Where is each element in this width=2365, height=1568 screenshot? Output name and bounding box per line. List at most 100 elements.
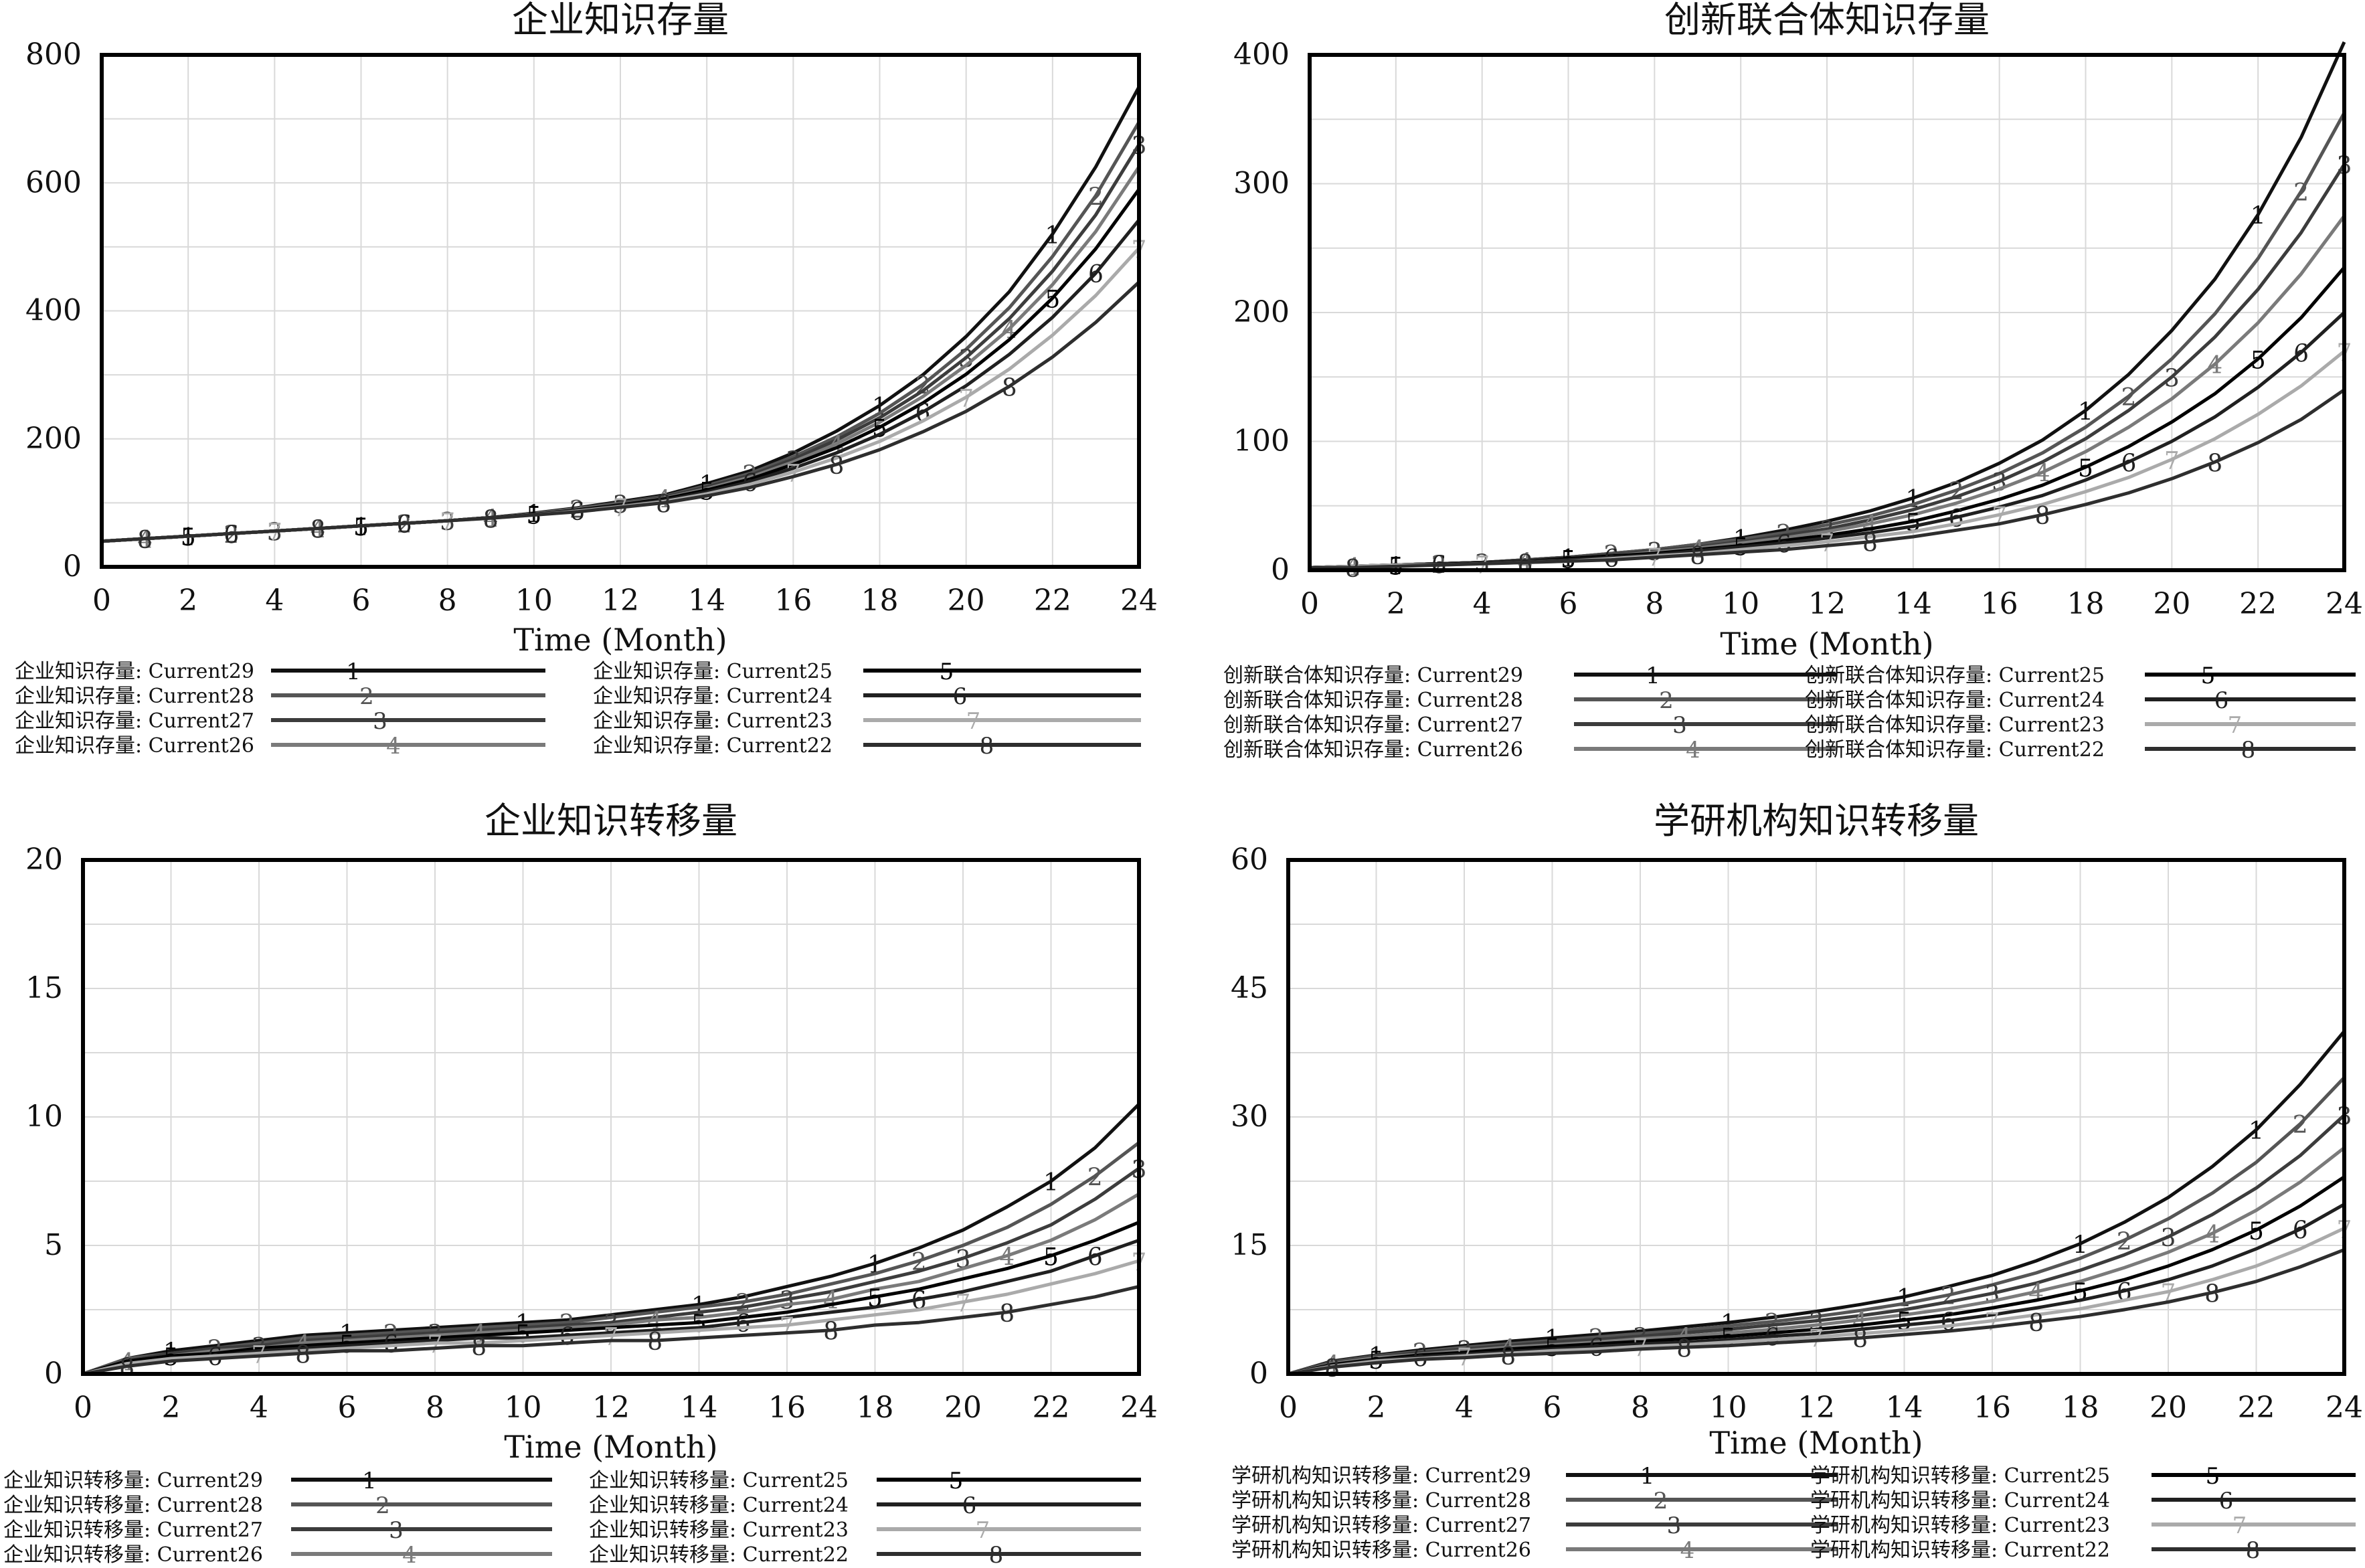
series-marker: 7 <box>428 1331 443 1359</box>
x-tick-label: 10 <box>515 584 553 618</box>
series-marker: 8 <box>823 1318 839 1346</box>
x-tick-label: 20 <box>944 1391 982 1425</box>
series-marker: 8 <box>2204 1280 2220 1308</box>
legend-item: 学研机构知识转移量: Current27 3 <box>1231 1512 1837 1539</box>
legend-item: 学研机构知识转移量: Current28 2 <box>1231 1488 1837 1514</box>
legend-marker: 2 <box>1659 687 1674 714</box>
series-line <box>101 280 1140 543</box>
legend-label: 创新联合体知识存量: Current24 <box>1805 689 2105 712</box>
legend-label: 企业知识转移量: Current27 <box>3 1518 263 1542</box>
series-marker: 8 <box>999 1300 1015 1328</box>
plot-frame <box>1308 53 2346 572</box>
legend-marker: 3 <box>1667 1512 1682 1539</box>
series-line <box>1288 1175 2346 1376</box>
x-tick-label: 6 <box>1543 1391 1562 1425</box>
series-marker: 8 <box>1518 550 1533 578</box>
x-tick-label: 20 <box>2153 587 2190 621</box>
series-marker: 7 <box>1985 1309 2000 1336</box>
legend-marker: 7 <box>2232 1512 2247 1539</box>
series-marker: 6 <box>735 1310 751 1338</box>
x-axis-label: Time (Month) <box>1709 1425 1923 1461</box>
legend-label: 企业知识转移量: Current23 <box>589 1518 849 1542</box>
series-marker: 6 <box>2293 1217 2308 1245</box>
y-tick-label: 0 <box>1271 553 1290 587</box>
series-line <box>82 1166 1140 1376</box>
series-line <box>82 1221 1140 1376</box>
series-line <box>82 1238 1140 1376</box>
series-line <box>1288 1076 2346 1376</box>
legend-item: 企业知识转移量: Current24 6 <box>589 1492 1141 1519</box>
legend-label: 企业知识存量: Current25 <box>593 660 833 683</box>
x-tick-label: 16 <box>768 1391 806 1425</box>
legend-label: 企业知识转移量: Current22 <box>589 1543 849 1567</box>
legend-marker: 1 <box>346 659 361 685</box>
y-tick-label: 20 <box>25 843 63 877</box>
x-tick-label: 22 <box>1033 1391 1070 1425</box>
series-marker: 7 <box>956 1290 971 1317</box>
series-marker: 7 <box>604 1323 619 1351</box>
x-axis-label: Time (Month) <box>513 622 727 658</box>
y-tick-label: 100 <box>1233 424 1290 458</box>
series-marker: 3 <box>780 1288 795 1315</box>
legend-label: 学研机构知识转移量: Current25 <box>1810 1464 2110 1488</box>
legend-marker: 2 <box>359 683 374 710</box>
legend-item: 企业知识存量: Current29 1 <box>15 659 545 685</box>
x-tick-label: 10 <box>1710 1391 1747 1425</box>
y-tick-label: 0 <box>44 1357 63 1391</box>
legend-label: 学研机构知识转移量: Current26 <box>1231 1539 1531 1562</box>
chart-title: 创新联合体知识存量 <box>1664 0 1990 41</box>
series-marker: 3 <box>440 509 455 536</box>
legend-item: 企业知识存量: Current26 4 <box>15 733 545 760</box>
y-tick-label: 30 <box>1231 1100 1268 1134</box>
series-marker: 1 <box>2249 1118 2264 1145</box>
legend-item: 企业知识存量: Current27 3 <box>15 708 545 735</box>
series-marker: 2 <box>1088 183 1104 211</box>
y-tick-label: 200 <box>1233 295 1290 329</box>
legend-marker: 5 <box>2201 663 2216 689</box>
series-marker: 6 <box>2293 341 2309 368</box>
x-tick-label: 14 <box>1886 1391 1923 1425</box>
x-tick-label: 16 <box>774 584 812 618</box>
series-marker: 3 <box>2164 365 2180 392</box>
x-tick-label: 12 <box>1798 1391 1835 1425</box>
series-marker: 7 <box>780 1313 795 1340</box>
x-tick-label: 16 <box>1981 587 2018 621</box>
series-marker: 1 <box>1045 222 1060 250</box>
x-tick-label: 22 <box>2239 587 2277 621</box>
series-marker: 7 <box>440 509 455 536</box>
x-tick-label: 4 <box>1455 1391 1474 1425</box>
x-tick-label: 4 <box>265 584 284 618</box>
legend-marker: 4 <box>1686 737 1700 764</box>
series-8: 8 8 8 8 8 8 <box>101 280 1140 554</box>
series-marker: 4 <box>310 517 325 544</box>
x-tick-label: 8 <box>1631 1391 1650 1425</box>
series-marker: 5 <box>2251 347 2266 374</box>
series-marker: 8 <box>1862 530 1878 557</box>
legend-item: 企业知识转移量: Current23 7 <box>589 1517 1141 1544</box>
legend-label: 学研机构知识转移量: Current28 <box>1231 1489 1531 1512</box>
series-marker: 8 <box>295 1341 311 1369</box>
x-tick-label: 0 <box>74 1391 92 1425</box>
x-tick-label: 0 <box>1279 1391 1298 1425</box>
series-marker: 4 <box>2028 1280 2044 1307</box>
plot-frame <box>100 53 1141 569</box>
legend-item: 创新联合体知识存量: Current28 2 <box>1223 687 1837 714</box>
legend-item: 创新联合体知识存量: Current29 1 <box>1223 663 1837 689</box>
series-marker: 7 <box>1809 1325 1824 1353</box>
legend-label: 企业知识转移量: Current29 <box>3 1469 263 1492</box>
legend-item: 学研机构知识转移量: Current26 4 <box>1231 1537 1837 1564</box>
x-tick-label: 14 <box>681 1391 718 1425</box>
legend-marker: 7 <box>2228 712 2243 739</box>
chart-title: 企业知识存量 <box>512 0 729 41</box>
series-line <box>1310 388 2346 570</box>
series-line <box>82 1141 1140 1376</box>
series-marker: 3 <box>1985 1282 2000 1309</box>
legend-item: 企业知识存量: Current25 5 <box>593 659 1141 685</box>
legend-marker: 7 <box>976 1517 990 1544</box>
legend-item: 创新联合体知识存量: Current26 4 <box>1223 737 1837 764</box>
legend-marker: 6 <box>953 683 968 710</box>
